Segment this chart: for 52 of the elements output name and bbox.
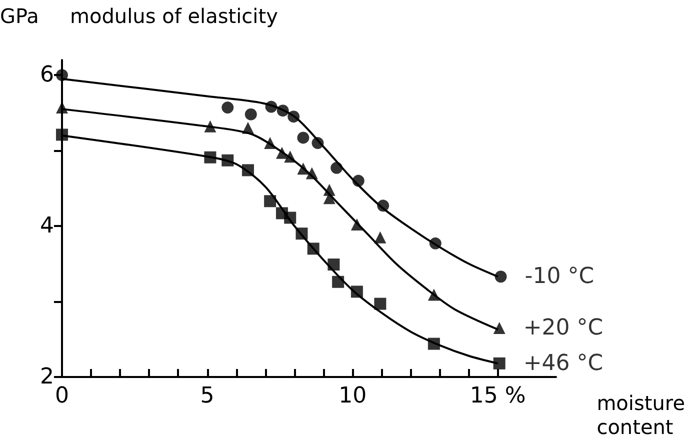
point bbox=[264, 137, 276, 150]
point bbox=[374, 231, 386, 244]
point bbox=[332, 276, 344, 288]
point bbox=[352, 174, 364, 187]
series-label: +20 °C bbox=[523, 315, 604, 340]
point bbox=[307, 242, 320, 255]
point bbox=[296, 228, 308, 240]
point bbox=[244, 108, 257, 120]
y-tick-label: 6 bbox=[40, 62, 54, 88]
point bbox=[276, 104, 289, 117]
point bbox=[242, 122, 254, 134]
point bbox=[323, 184, 336, 196]
point bbox=[297, 162, 310, 175]
point bbox=[493, 322, 506, 334]
x-tick-label: 0 bbox=[55, 384, 69, 408]
point bbox=[328, 258, 340, 271]
series-label: -10 °C bbox=[524, 264, 594, 290]
point bbox=[312, 137, 324, 150]
point bbox=[350, 218, 363, 231]
point bbox=[276, 146, 288, 159]
point bbox=[264, 195, 276, 208]
x-tick-label: 10 bbox=[338, 384, 367, 408]
point bbox=[429, 237, 442, 250]
point bbox=[428, 338, 440, 350]
x-tick-label: 5 bbox=[200, 384, 214, 408]
point bbox=[204, 120, 216, 132]
series-label: +46 °C bbox=[523, 350, 604, 376]
point bbox=[204, 151, 216, 164]
point bbox=[222, 154, 234, 166]
point bbox=[265, 100, 278, 113]
y-axis-title: GPa bbox=[0, 4, 39, 28]
point bbox=[306, 167, 318, 180]
point bbox=[323, 192, 336, 204]
x-tick-label: 15 % bbox=[470, 384, 526, 408]
y-tick-label: 2 bbox=[40, 364, 54, 390]
point bbox=[56, 128, 68, 141]
point bbox=[242, 164, 254, 176]
point bbox=[288, 110, 300, 123]
point bbox=[284, 212, 296, 224]
point bbox=[330, 162, 343, 174]
point bbox=[428, 288, 440, 301]
point bbox=[494, 270, 507, 283]
point bbox=[374, 298, 386, 310]
y-tick-label: 4 bbox=[40, 214, 54, 239]
point bbox=[284, 150, 296, 163]
point bbox=[377, 200, 390, 212]
point bbox=[222, 102, 234, 114]
point bbox=[297, 132, 310, 144]
point bbox=[493, 357, 506, 370]
x-axis-title: moisture content bbox=[596, 391, 686, 439]
point bbox=[350, 286, 363, 298]
chart-title: modulus of elasticity bbox=[70, 4, 278, 28]
